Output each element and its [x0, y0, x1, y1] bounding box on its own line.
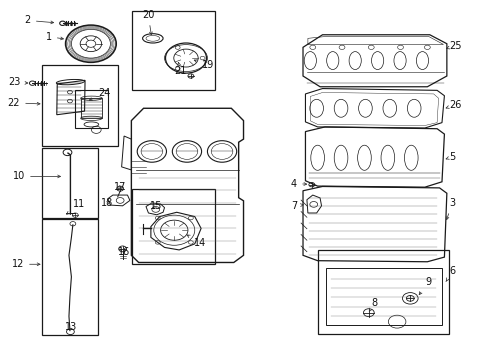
Text: 3: 3 [446, 198, 454, 220]
Text: 15: 15 [150, 201, 162, 211]
Text: 1: 1 [46, 32, 63, 41]
Text: 16: 16 [118, 247, 130, 257]
Text: 26: 26 [445, 100, 461, 110]
Text: 9: 9 [418, 277, 430, 294]
Bar [317, 250, 448, 334]
Text: 24: 24 [89, 88, 110, 100]
Text: 5: 5 [445, 152, 455, 162]
Bar [132, 12, 215, 90]
Text: 8: 8 [368, 298, 377, 311]
Text: 11: 11 [66, 199, 85, 214]
Text: 21: 21 [174, 62, 186, 76]
Text: 22: 22 [8, 98, 40, 108]
Text: 14: 14 [187, 235, 205, 248]
Text: 17: 17 [114, 182, 126, 192]
Text: 6: 6 [445, 266, 454, 282]
Bar [42, 220, 98, 335]
Text: 18: 18 [101, 198, 113, 208]
Text: 19: 19 [194, 60, 213, 70]
Text: 7: 7 [290, 201, 303, 211]
Bar [42, 148, 98, 218]
Text: 2: 2 [24, 15, 54, 26]
Text: 4: 4 [290, 179, 306, 189]
Text: 12: 12 [12, 259, 40, 269]
Bar [42, 65, 118, 146]
Text: 10: 10 [13, 171, 61, 181]
Text: 13: 13 [65, 322, 77, 332]
Bar [132, 189, 215, 264]
Text: 23: 23 [8, 77, 28, 87]
Text: 25: 25 [446, 41, 461, 50]
Text: 20: 20 [142, 10, 154, 35]
Bar [81, 98, 102, 118]
Bar [75, 90, 108, 128]
